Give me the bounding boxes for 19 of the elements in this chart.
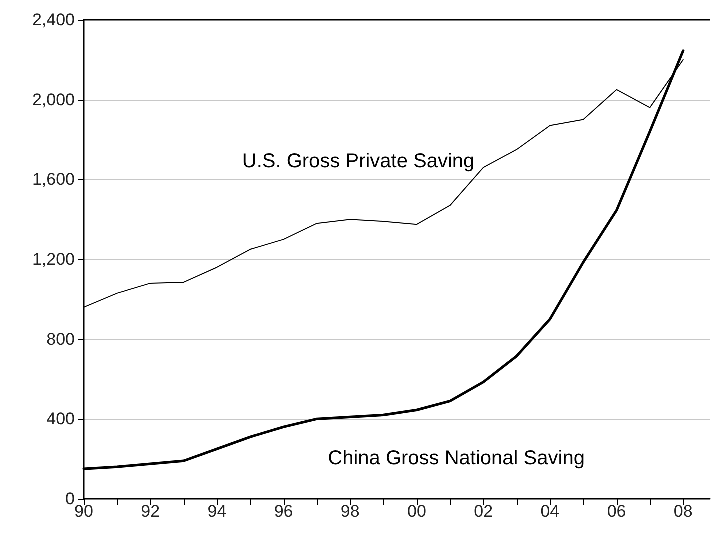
y-tick-label: 400 [46,410,75,429]
series-label: China Gross National Saving [328,447,585,470]
x-tick-label: 06 [607,502,626,521]
x-tick-label: 00 [408,502,426,521]
y-tick-label: 2,000 [32,90,75,110]
x-tick-label: 02 [474,502,494,521]
x-tick-label: 04 [540,502,560,521]
y-tick-label: 1,600 [32,170,75,190]
y-tick-label: 800 [46,330,75,349]
x-tick-label: 92 [141,502,160,521]
y-tick-label: 1,200 [32,250,75,269]
x-tick-label: 94 [208,502,227,521]
series-label: U.S. Gross Private Saving [242,150,475,172]
y-tick-label: 0 [66,490,75,508]
x-tick-label: 08 [674,502,693,521]
x-tick-label: 90 [74,502,94,521]
y-tick-label: 2,400 [32,10,75,30]
x-tick-label: 96 [274,502,294,521]
x-tick-label: 98 [340,502,360,521]
